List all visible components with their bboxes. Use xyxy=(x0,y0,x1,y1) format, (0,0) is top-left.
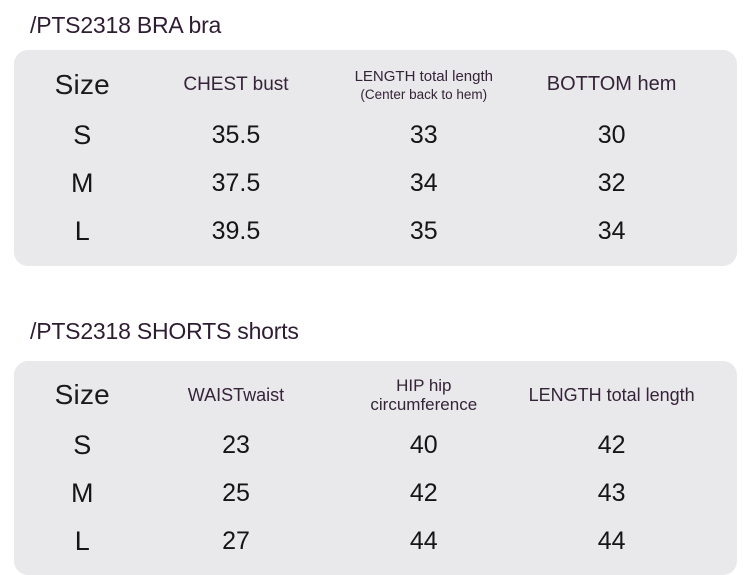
table-row: S 35.5 33 30 xyxy=(14,112,697,160)
length-value: 44 xyxy=(597,526,626,555)
table-row: M 37.5 34 32 xyxy=(14,160,697,208)
length-value: 33 xyxy=(409,121,438,150)
size-label: S xyxy=(73,120,92,151)
column-header-bottom: BOTTOM hem xyxy=(546,73,677,96)
size-label: M xyxy=(71,477,94,508)
column-header-waist: WAISTwaist xyxy=(187,384,285,405)
chest-value: 35.5 xyxy=(211,121,261,150)
length-value: 42 xyxy=(597,430,626,459)
column-header-chest: CHEST bust xyxy=(183,73,289,95)
size-label: M xyxy=(71,168,94,199)
shorts-size-table: Size WAISTwaist HIP hip circumference LE… xyxy=(14,361,737,575)
column-header-length: LENGTH total length (Center back to hem) xyxy=(321,68,526,102)
length-value: 43 xyxy=(597,478,626,507)
shorts-table-title: /PTS2318 SHORTS shorts xyxy=(30,317,299,344)
column-header-length-sublabel: (Center back to hem) xyxy=(360,86,488,102)
bottom-value: 32 xyxy=(597,169,626,198)
column-header-size: Size xyxy=(54,68,110,100)
waist-value: 27 xyxy=(222,526,250,555)
bottom-value: 34 xyxy=(597,217,626,246)
length-value: 35 xyxy=(409,217,438,246)
bra-size-table: Size CHEST bust LENGTH total length (Cen… xyxy=(14,49,737,266)
table-row: L 39.5 35 34 xyxy=(14,208,697,256)
length-value: 34 xyxy=(409,169,438,198)
size-label: S xyxy=(73,429,92,460)
hip-value: 42 xyxy=(409,478,438,507)
column-header-length-label: LENGTH total length xyxy=(354,67,493,85)
size-label: L xyxy=(74,525,90,556)
hip-value: 40 xyxy=(409,430,438,459)
waist-value: 23 xyxy=(222,430,250,459)
shorts-table-header-row: Size WAISTwaist HIP hip circumference LE… xyxy=(14,369,697,421)
hip-value: 44 xyxy=(409,526,438,555)
bra-size-section: /PTS2318 BRA bra Size CHEST bust LENGTH … xyxy=(0,0,751,266)
column-header-hip-label: HIP hip xyxy=(396,375,452,395)
table-row: L 27 44 44 xyxy=(14,517,697,565)
bra-table-title: /PTS2318 BRA bra xyxy=(30,12,222,38)
column-header-size: Size xyxy=(54,379,110,411)
table-row: S 23 40 42 xyxy=(14,421,697,469)
size-label: L xyxy=(74,216,90,247)
column-header-hip: HIP hip circumference xyxy=(321,376,526,415)
bottom-value: 30 xyxy=(597,121,626,150)
table-row: M 25 42 43 xyxy=(14,469,697,517)
bra-table-header-row: Size CHEST bust LENGTH total length (Cen… xyxy=(14,58,697,112)
column-header-length: LENGTH total length xyxy=(528,384,695,405)
shorts-size-section: /PTS2318 SHORTS shorts Size WAISTwaist H… xyxy=(0,266,751,575)
waist-value: 25 xyxy=(222,478,250,507)
chest-value: 37.5 xyxy=(211,169,261,198)
chest-value: 39.5 xyxy=(211,217,261,246)
column-header-hip-label-line2: circumference xyxy=(370,395,478,415)
